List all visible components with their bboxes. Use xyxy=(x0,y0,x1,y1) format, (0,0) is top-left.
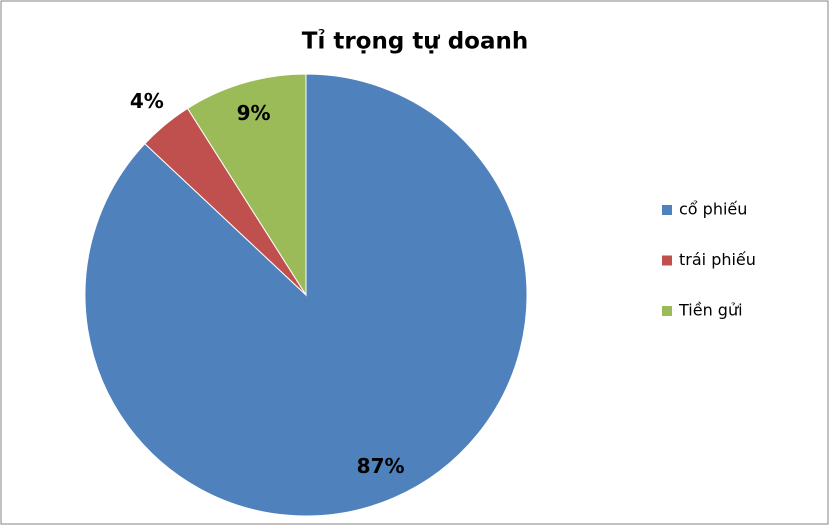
data-label: 4% xyxy=(130,89,164,113)
legend-swatch xyxy=(662,255,672,266)
pie-slice xyxy=(186,73,307,297)
chart-title: Tỉ trọng tự doanh xyxy=(302,29,528,55)
legend-swatch xyxy=(662,306,672,316)
legend-label: trái phiếu xyxy=(679,250,756,269)
legend-label: cổ phiếu xyxy=(679,200,747,219)
legend-label: Tiền gửi xyxy=(678,301,743,320)
data-label: 87% xyxy=(357,454,405,478)
legend-swatch xyxy=(662,205,672,215)
data-label: 9% xyxy=(237,101,271,125)
